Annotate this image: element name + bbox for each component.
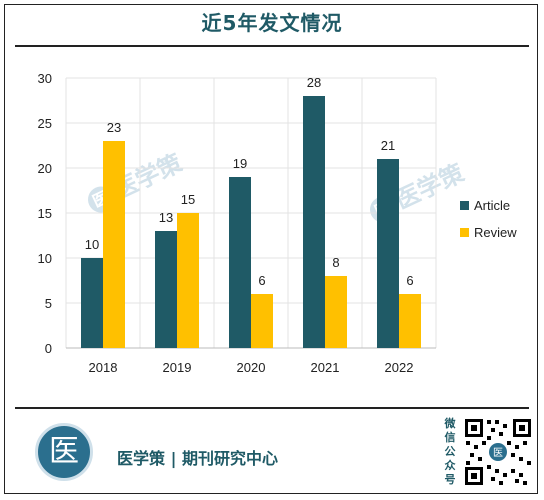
y-tick-label: 0 (45, 341, 52, 356)
legend-label: Review (474, 225, 517, 240)
x-tick-label: 2018 (89, 360, 118, 375)
footer-divider (15, 407, 529, 409)
data-label: 8 (332, 255, 339, 270)
data-label: 19 (233, 156, 247, 171)
bar-article (155, 231, 177, 348)
qr-code-icon: 医 (463, 417, 533, 487)
qr-label-char: 众 (444, 459, 456, 472)
bar-review (251, 294, 273, 348)
legend-swatch (460, 228, 469, 237)
qr-label-char: 信 (444, 431, 456, 444)
legend-swatch (460, 201, 469, 210)
bar-review (177, 213, 199, 348)
bar-review (325, 276, 347, 348)
qr-badge: 医 (493, 447, 503, 459)
data-label: 23 (107, 120, 121, 135)
bar-article (377, 159, 399, 348)
title-divider (15, 45, 529, 47)
y-tick-label: 20 (38, 161, 52, 176)
x-tick-label: 2021 (311, 360, 340, 375)
brand-logo-icon: 医 (35, 423, 93, 481)
bar-review (399, 294, 421, 348)
y-tick-label: 10 (38, 251, 52, 266)
bar-article (81, 258, 103, 348)
data-label: 13 (159, 210, 173, 225)
data-label: 15 (181, 192, 195, 207)
x-tick-label: 2022 (385, 360, 414, 375)
bar-chart: 0 5 10 15 20 25 30 10 23 2018 13 15 2019 19 6 2020 28 8 20… (38, 71, 518, 375)
data-label: 21 (381, 138, 395, 153)
data-label: 6 (406, 273, 413, 288)
y-tick-label: 5 (45, 296, 52, 311)
chart-title: 近5年发文情况 (201, 11, 343, 35)
figure-frame: 近5年发文情况 医医学策 医医学策 医 医学策 | 期刊研究中心 微 信 公 众… (4, 4, 538, 494)
data-label: 10 (85, 237, 99, 252)
qr-label: 微 信 公 众 号 (441, 417, 459, 487)
y-tick-label: 30 (38, 71, 52, 86)
qr-label-char: 号 (444, 473, 456, 486)
legend-label: Article (474, 198, 510, 213)
qr-label-char: 公 (444, 445, 456, 458)
bar-article (303, 96, 325, 348)
bar-article (229, 177, 251, 348)
y-tick-label: 25 (38, 116, 52, 131)
y-tick-label: 15 (38, 206, 52, 221)
brand-name: 医学策 | 期刊研究中心 (117, 449, 278, 468)
bar-review (103, 141, 125, 348)
data-label: 28 (307, 75, 321, 90)
data-label: 6 (258, 273, 265, 288)
x-tick-label: 2019 (163, 360, 192, 375)
qr-label-char: 微 (444, 417, 456, 430)
x-tick-label: 2020 (237, 360, 266, 375)
